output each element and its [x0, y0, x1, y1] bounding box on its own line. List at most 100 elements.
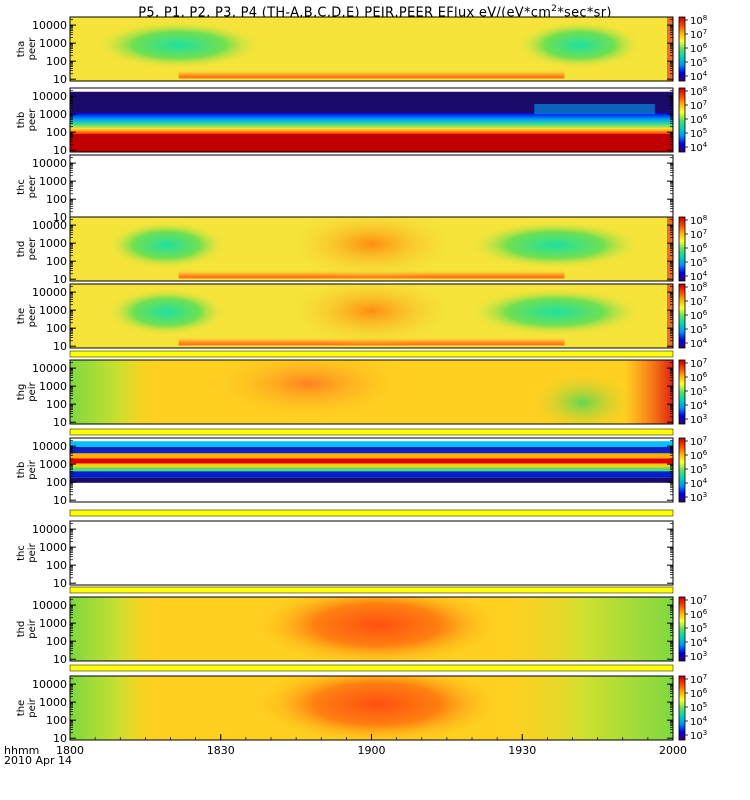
energy-tick-label: 10000 — [32, 219, 67, 232]
energy-tick-label: 10000 — [32, 523, 67, 536]
colorbar-tick-label: 105 — [690, 385, 707, 398]
energy-tick-label: 100 — [46, 398, 67, 411]
panel-frame — [69, 154, 674, 220]
time-tick-label: 1930 — [508, 744, 536, 757]
energy-tick-label: 10000 — [32, 157, 67, 170]
energy-tick-label: 10000 — [32, 362, 67, 375]
energy-tick-label: 100 — [46, 635, 67, 648]
energy-tick-label: 10 — [53, 732, 67, 745]
panel-frame — [69, 283, 674, 349]
energy-tick-label: 10000 — [32, 678, 67, 691]
colorbar-tick-label: 105 — [690, 463, 707, 476]
probe-label: the — [16, 700, 27, 716]
time-tick-label: 1830 — [207, 744, 235, 757]
colorbar-tick-label: 107 — [690, 357, 707, 370]
colorbar-tick-label: 107 — [690, 99, 707, 112]
colorbar-tick-label: 105 — [690, 256, 707, 269]
energy-tick-label: 1000 — [39, 696, 67, 709]
species-label: peer — [27, 175, 38, 199]
colorbar-tick-label: 106 — [690, 113, 708, 126]
panel-frame — [69, 16, 674, 82]
flag-bar — [69, 509, 674, 517]
panel-frame — [69, 359, 674, 425]
colorbar-tick-label: 105 — [690, 323, 707, 336]
colorbar-tick-label: 103 — [690, 491, 707, 504]
colorbar-tick-label: 107 — [690, 228, 707, 241]
probe-label: thb — [16, 112, 27, 129]
date-label: 2010 Apr 14 — [4, 754, 72, 767]
energy-tick-label: 10 — [53, 416, 67, 429]
energy-tick-label: 100 — [46, 126, 67, 139]
colorbar-tick-label: 106 — [690, 687, 708, 700]
energy-tick-label: 10000 — [32, 440, 67, 453]
title-superscript: 2 — [551, 4, 558, 14]
energy-tick-label: 1000 — [39, 458, 67, 471]
energy-tick-label: 10 — [53, 211, 67, 224]
panel-frame — [69, 87, 674, 153]
colorbar-tick-label: 104 — [690, 477, 708, 490]
colorbar-tick-label: 106 — [690, 309, 708, 322]
colorbar-tick-label: 108 — [690, 85, 707, 98]
probe-label: the — [16, 308, 27, 324]
energy-tick-label: 1000 — [39, 175, 67, 188]
colorbar-tick-label: 104 — [690, 399, 708, 412]
colorbar-tick-label: 104 — [690, 141, 708, 154]
probe-label: tha — [16, 41, 27, 57]
colorbar-tick-label: 107 — [690, 594, 707, 607]
probe-label: thc — [16, 179, 27, 195]
spectrogram-image — [70, 17, 673, 81]
spectrogram-image — [70, 88, 673, 152]
colorbar-tick-label: 107 — [690, 28, 707, 41]
colorbar-tick-label: 103 — [690, 413, 707, 426]
energy-tick-label: 1000 — [39, 541, 67, 554]
spectrogram-image — [70, 676, 673, 740]
species-label: peir — [27, 459, 38, 479]
energy-tick-label: 1000 — [39, 304, 67, 317]
colorbar-tick-label: 105 — [690, 701, 707, 714]
probe-label: thc — [16, 545, 27, 561]
energy-tick-label: 10000 — [32, 90, 67, 103]
colorbar-tick-label: 104 — [690, 337, 708, 350]
energy-tick-label: 100 — [46, 476, 67, 489]
species-label: peer — [27, 108, 38, 132]
probe-label: thg — [16, 384, 27, 401]
time-tick-label: 1800 — [56, 744, 84, 757]
energy-tick-label: 1000 — [39, 108, 67, 121]
panel-thc-peir: 10 100 1000 10000 thc peir — [16, 520, 674, 590]
colorbar-tick-label: 108 — [690, 281, 707, 294]
energy-tick-label: 100 — [46, 255, 67, 268]
spectrogram-image — [70, 284, 673, 348]
energy-tick-label: 1000 — [39, 380, 67, 393]
species-label: peer — [27, 37, 38, 61]
flag-bar — [69, 350, 674, 358]
species-label: peer — [27, 237, 38, 261]
energy-tick-label: 10 — [53, 653, 67, 666]
species-label: peir — [27, 697, 38, 717]
spectrogram-image — [70, 217, 673, 281]
flag-bar — [69, 428, 674, 436]
energy-tick-label: 10 — [53, 73, 67, 86]
energy-tick-label: 1000 — [39, 37, 67, 50]
colorbar-tick-label: 107 — [690, 295, 707, 308]
colorbar-tick-label: 108 — [690, 14, 707, 27]
colorbar-tick-label: 108 — [690, 214, 707, 227]
energy-tick-label: 10 — [53, 144, 67, 157]
energy-tick-label: 10 — [53, 340, 67, 353]
colorbar-tick-label: 106 — [690, 242, 708, 255]
flag-bar — [69, 586, 674, 594]
colorbar-tick-label: 107 — [690, 673, 707, 686]
